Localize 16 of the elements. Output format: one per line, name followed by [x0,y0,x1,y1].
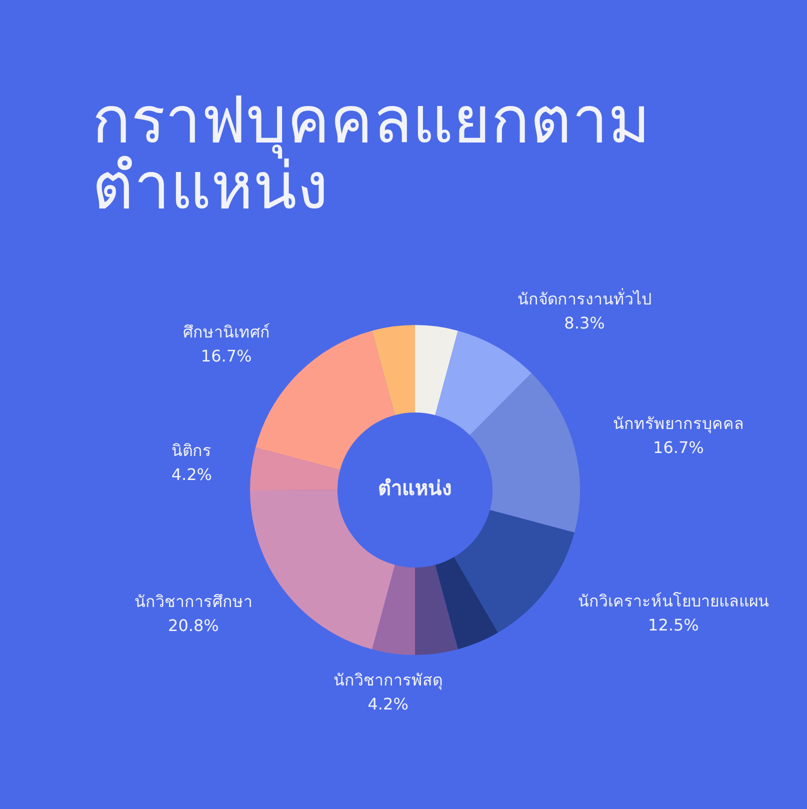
data-label: 8.3% [564,314,605,333]
slice-label: นักวิชาการพัสดุ [334,670,443,690]
slice-label: นิติกร [172,440,212,460]
data-label: 4.2% [171,464,212,484]
chart-title: กราฟบุคคลแยกตาม ตำแหน่ง [92,84,650,224]
slice-label: นักวิชาการศึกษา [134,592,252,612]
data-label: 12.5% [648,616,699,635]
data-label: 16.7% [653,438,704,457]
slice-label: ศึกษานิเทศก์ [182,322,270,342]
data-label: 4.2% [368,694,408,714]
slice-label: นักทรัพยากรบุคคล [612,414,744,434]
text: ตำแหน่ง [378,476,452,500]
data-label: 20.8% [168,616,219,636]
slice-label: นักจัดการงานทั่วไป [518,288,652,309]
slice-label: นักวิเคราะห์นโยบายแลแผน [578,592,769,611]
data-label: 16.7% [200,346,252,366]
